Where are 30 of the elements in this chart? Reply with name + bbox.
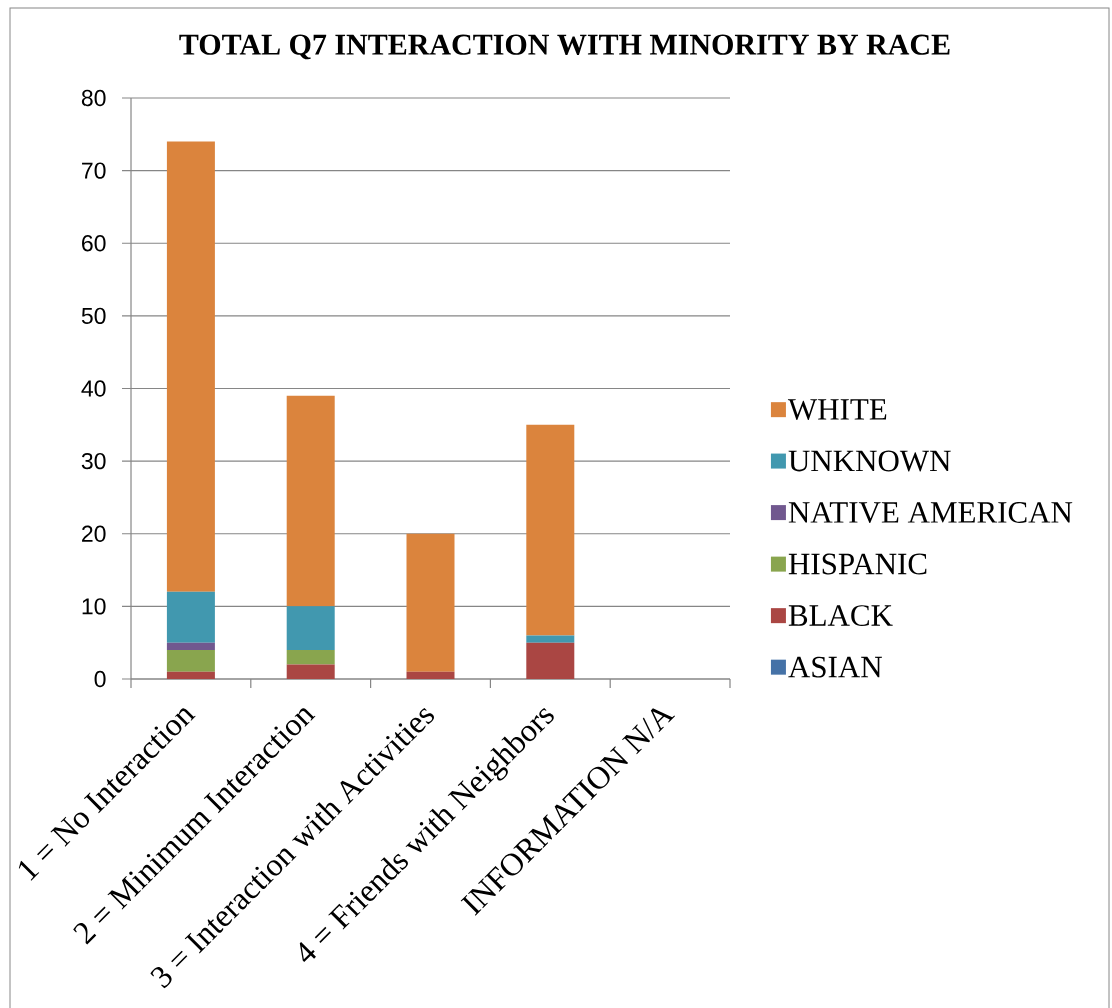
bar — [166, 141, 215, 592]
y-tick-label: 20 — [82, 525, 106, 542]
bar — [406, 533, 455, 672]
bar — [286, 664, 335, 679]
bar — [406, 671, 455, 679]
y-tick-label: 0 — [94, 670, 106, 688]
bar — [286, 606, 335, 650]
y-tick-label: 60 — [82, 235, 106, 252]
bar — [526, 424, 575, 636]
legend-label: BLACK — [788, 605, 893, 626]
y-tick-label: 10 — [82, 598, 106, 615]
bar — [166, 642, 215, 650]
y-tick-label: 40 — [81, 380, 106, 397]
bar — [166, 591, 215, 643]
bar — [526, 635, 575, 643]
legend-label: NATIVE AMERICAN — [788, 502, 1073, 524]
bar — [526, 642, 575, 679]
y-tick-label: 30 — [81, 452, 106, 470]
legend-label: WHITE — [787, 399, 887, 421]
bar — [166, 671, 215, 679]
legend-label: HISPANIC — [788, 553, 927, 575]
bar — [286, 395, 335, 607]
y-tick-label: 80 — [81, 89, 106, 107]
bar — [166, 649, 215, 672]
y-tick-label: 70 — [82, 162, 106, 179]
legend-label: ASIAN — [788, 656, 882, 678]
bar — [286, 649, 335, 665]
legend-label: UNKNOWN — [788, 450, 951, 472]
chart-title: TOTAL Q7 INTERACTION WITH MINORITY BY RACE — [179, 34, 950, 60]
y-tick-label: 50 — [81, 307, 106, 324]
